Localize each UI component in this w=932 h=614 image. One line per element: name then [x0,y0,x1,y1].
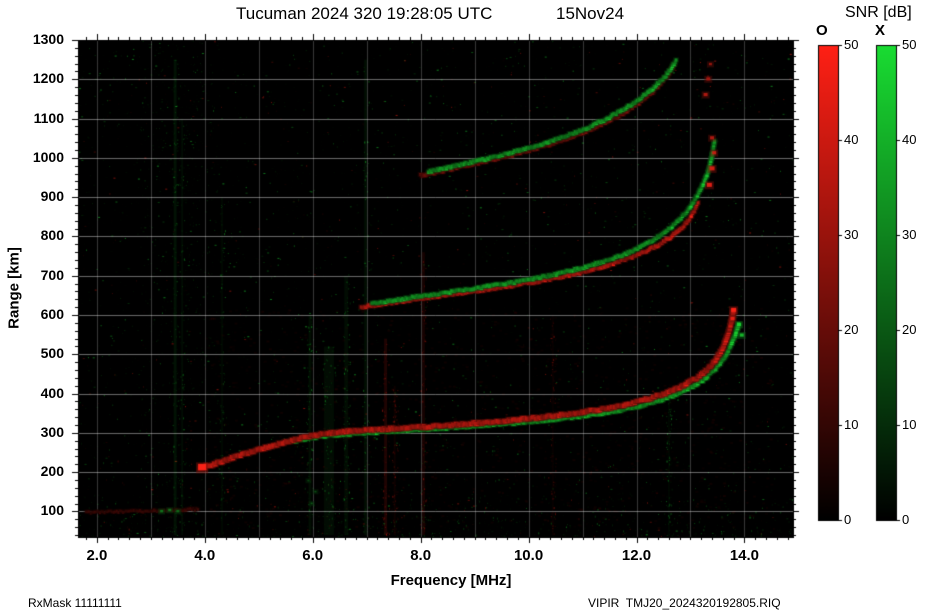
colorbar-tick-label: 0 [844,512,852,527]
colorbar-tick-label: 50 [902,37,917,52]
page-title: Tucuman 2024 320 19:28:05 UTC [236,4,493,23]
y-tick-label: 100 [40,502,64,519]
colorbar-tick-label: 40 [902,132,917,147]
colorbar-tick-label: 10 [844,417,859,432]
x-tick-label: 2.0 [86,547,108,564]
y-tick-label: 800 [40,227,64,244]
colorbar-tick-label: 20 [844,322,859,337]
y-tick-label: 700 [40,266,64,283]
y-tick-label: 400 [40,384,64,401]
colorbar-tick-label: 30 [902,227,917,242]
colorbar-tick-label: 40 [844,132,859,147]
y-tick-label: 1300 [32,31,64,47]
x-tick-label: 10.0 [513,547,544,564]
rxmask-text: RxMask 11111111 [28,596,122,610]
x-tick-label: 6.0 [302,547,324,564]
x-tick-label: 4.0 [194,547,216,564]
y-tick-label: 1100 [33,109,64,126]
x-tick-label: 14.0 [729,547,760,564]
colorbar-o-mode-label: O [816,22,828,39]
y-tick-label: 300 [40,423,64,440]
y-tick-label: 900 [40,188,64,205]
colorbar-tick-label: 30 [844,227,859,242]
x-axis-label: Frequency [MHz] [390,572,512,589]
y-tick-label: 600 [40,306,64,323]
colorbar-tick-label: 20 [902,322,917,337]
colorbar-tick-label: 50 [844,37,859,52]
colorbar-title: SNR [dB] [845,4,912,21]
y-tick-label: 200 [40,463,64,480]
y-tick-label: 500 [40,345,64,362]
colorbar-tick-label: 0 [902,512,910,527]
y-tick-label: 1200 [32,70,64,87]
colorbar-tick-label: 10 [902,417,917,432]
file-name-text: VIPIR TMJ20_2024320192805.RIQ [588,596,781,610]
x-tick-label: 8.0 [410,547,432,564]
y-tick-label: 1000 [32,148,64,165]
page-date: 15Nov24 [556,4,625,23]
colorbar-x-mode-label: X [875,22,886,39]
x-tick-label: 12.0 [621,547,652,564]
